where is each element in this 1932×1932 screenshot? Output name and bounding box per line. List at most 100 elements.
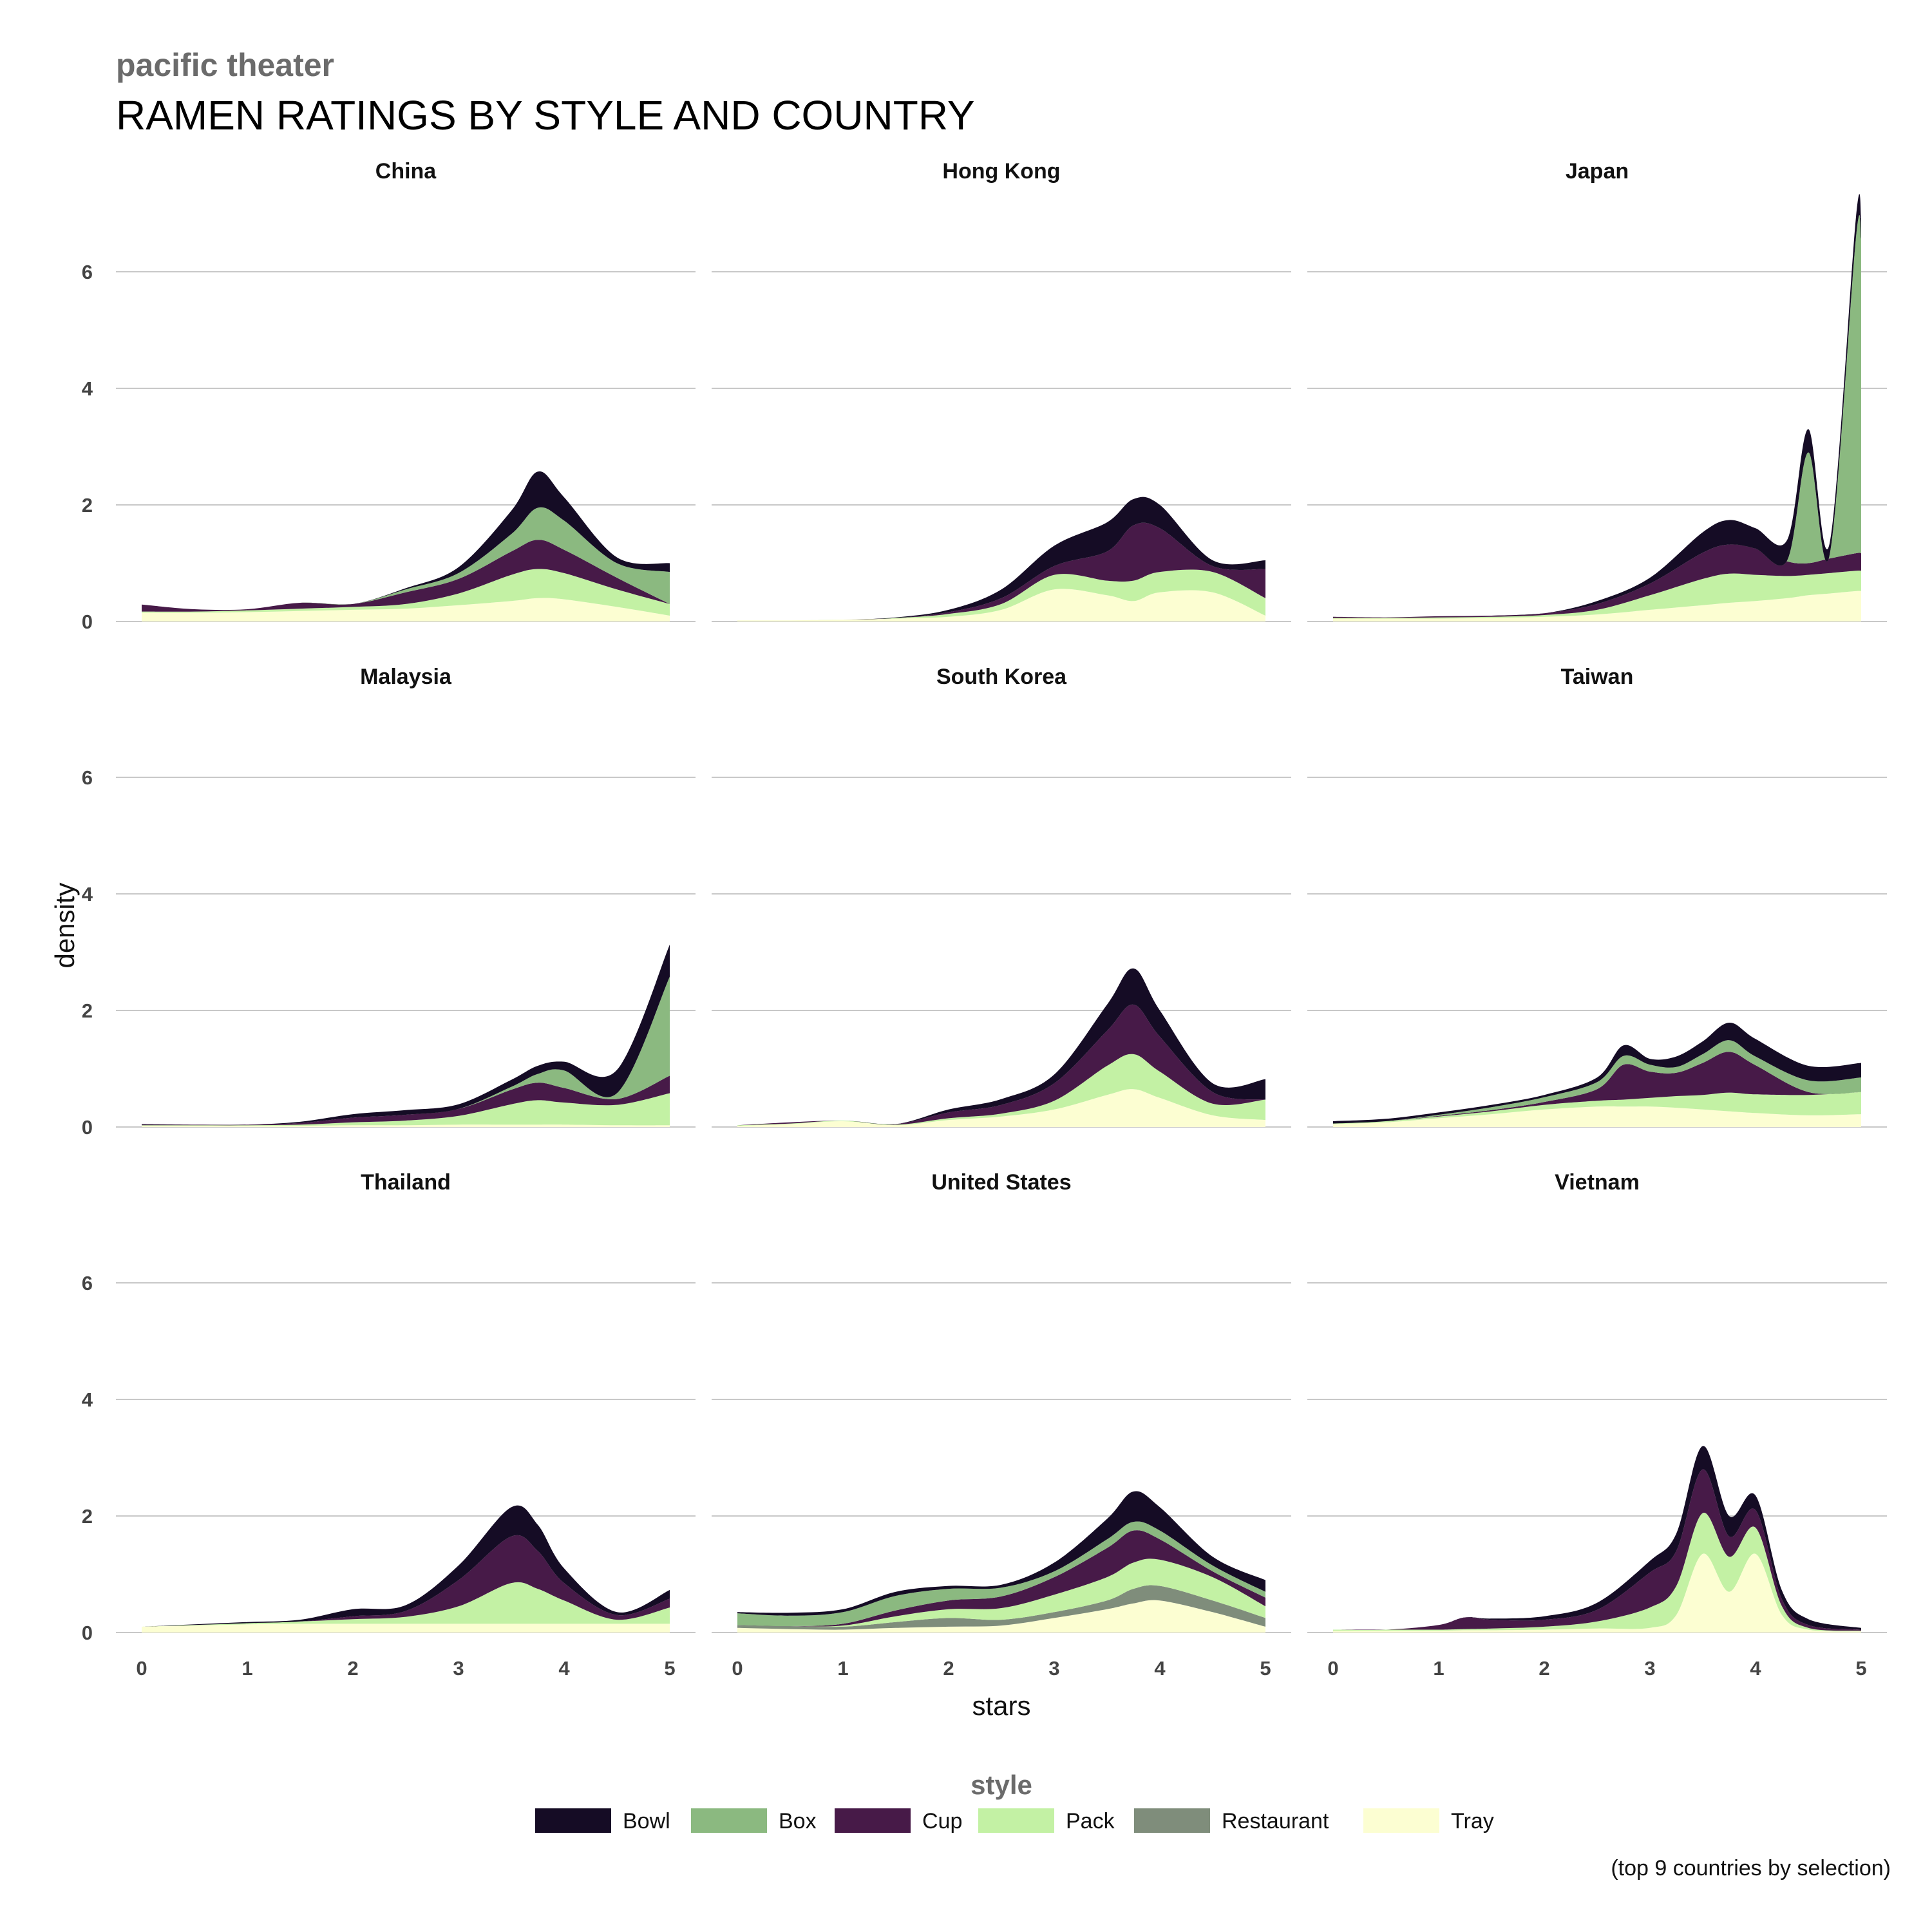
legend: Bowl Box Cup Pack Restaurant Tray bbox=[535, 1808, 1494, 1833]
chart-caption: (top 9 countries by selection) bbox=[1611, 1856, 1891, 1880]
area-pack bbox=[142, 1582, 670, 1627]
area-bowl bbox=[142, 471, 670, 611]
x-tick-label: 5 bbox=[1260, 1657, 1271, 1680]
y-tick-label: 6 bbox=[82, 1272, 93, 1294]
x-axis-title: stars bbox=[972, 1690, 1030, 1721]
area-cup bbox=[142, 540, 670, 612]
area-tray bbox=[1333, 591, 1861, 621]
y-tick-label: 2 bbox=[82, 1505, 93, 1528]
panel-title: Vietnam bbox=[1555, 1170, 1640, 1195]
legend-key-box bbox=[691, 1808, 767, 1833]
y-tick-label: 4 bbox=[82, 377, 93, 400]
x-tick-label: 3 bbox=[453, 1657, 464, 1680]
x-tick-label: 3 bbox=[1048, 1657, 1059, 1680]
area-box bbox=[142, 507, 670, 611]
panel-hong-kong: Hong Kong bbox=[712, 159, 1291, 622]
area-pack bbox=[142, 1093, 670, 1126]
x-tick-label: 2 bbox=[347, 1657, 358, 1680]
area-pack bbox=[142, 569, 670, 616]
y-tick-label: 4 bbox=[82, 883, 93, 905]
panel-title: Taiwan bbox=[1561, 665, 1634, 689]
legend-label-pack: Pack bbox=[1066, 1809, 1115, 1833]
x-tick-label: 2 bbox=[1539, 1657, 1549, 1680]
area-cup bbox=[1333, 544, 1861, 618]
y-tick-label: 6 bbox=[82, 261, 93, 283]
area-cup bbox=[142, 1535, 670, 1627]
x-tick-label: 1 bbox=[837, 1657, 848, 1680]
area-cup bbox=[142, 1075, 670, 1126]
area-tray bbox=[737, 1600, 1265, 1633]
x-tick-label: 5 bbox=[664, 1657, 675, 1680]
area-tray bbox=[737, 589, 1265, 621]
legend-item-tray: Tray bbox=[1363, 1808, 1494, 1833]
legend-key-bowl bbox=[535, 1808, 611, 1833]
area-pack bbox=[737, 569, 1265, 621]
area-tray bbox=[1333, 1553, 1861, 1633]
y-axis-title: density bbox=[50, 882, 80, 968]
panel-title: Japan bbox=[1566, 159, 1629, 184]
panel-china: China 0 2 4 6 bbox=[82, 159, 696, 633]
legend-key-tray bbox=[1363, 1808, 1439, 1833]
legend-label-box: Box bbox=[779, 1809, 817, 1833]
y-tick-label: 0 bbox=[82, 1622, 93, 1644]
area-cup bbox=[737, 1004, 1265, 1126]
chart-title: RAMEN RATINGS BY STYLE AND COUNTRY bbox=[116, 92, 975, 138]
x-tick-label: 2 bbox=[943, 1657, 954, 1680]
x-tick-label: 4 bbox=[1154, 1657, 1166, 1680]
x-tick-label: 4 bbox=[1750, 1657, 1761, 1680]
legend-item-box: Box bbox=[691, 1808, 817, 1833]
panel-title: South Korea bbox=[936, 665, 1067, 689]
x-tick-label: 1 bbox=[1433, 1657, 1444, 1680]
legend-item-cup: Cup bbox=[835, 1808, 962, 1833]
panel-taiwan: Taiwan bbox=[1307, 665, 1887, 1128]
legend-label-bowl: Bowl bbox=[623, 1809, 670, 1833]
area-cup bbox=[737, 522, 1265, 621]
area-bowl bbox=[737, 497, 1265, 621]
legend-label-tray: Tray bbox=[1451, 1809, 1494, 1833]
panel-title: Hong Kong bbox=[942, 159, 1060, 184]
panel-title: Thailand bbox=[361, 1170, 451, 1195]
area-pack bbox=[737, 1054, 1265, 1126]
panel-malaysia: Malaysia 0 2 4 6 bbox=[82, 665, 696, 1139]
x-tick-label: 3 bbox=[1644, 1657, 1655, 1680]
legend-item-bowl: Bowl bbox=[535, 1808, 670, 1833]
panel-title: China bbox=[375, 159, 437, 184]
y-tick-label: 4 bbox=[82, 1388, 93, 1411]
panel-title: United States bbox=[931, 1170, 1071, 1195]
y-tick-label: 0 bbox=[82, 611, 93, 633]
legend-item-pack: Pack bbox=[978, 1808, 1115, 1833]
legend-key-restaurant bbox=[1134, 1808, 1210, 1833]
area-tray bbox=[142, 598, 670, 621]
legend-key-cup bbox=[835, 1808, 911, 1833]
area-tray bbox=[737, 1089, 1265, 1127]
panel-south-korea: South Korea bbox=[712, 665, 1291, 1128]
panel-thailand: Thailand 0 2 4 6 0 1 2 3 4 5 bbox=[82, 1170, 696, 1680]
panel-vietnam: Vietnam 0 1 2 3 4 5 bbox=[1307, 1170, 1887, 1680]
x-tick-label: 0 bbox=[732, 1657, 743, 1680]
panel-united-states: United States 0 1 2 3 4 5 bbox=[712, 1170, 1291, 1680]
area-pack bbox=[737, 1558, 1265, 1627]
x-tick-label: 1 bbox=[242, 1657, 252, 1680]
panel-japan: Japan bbox=[1307, 159, 1887, 622]
area-cup bbox=[737, 1530, 1265, 1627]
legend-item-restaurant: Restaurant bbox=[1134, 1808, 1329, 1833]
x-tick-label: 0 bbox=[136, 1657, 147, 1680]
panel-title: Malaysia bbox=[360, 665, 452, 689]
chart-kicker: pacific theater bbox=[116, 47, 335, 83]
area-tray bbox=[1333, 1106, 1861, 1127]
legend-label-restaurant: Restaurant bbox=[1222, 1809, 1329, 1833]
panels-layer: China 0 2 4 6 Hong Kong Japan Malaysia 0 2 4 6 South… bbox=[82, 159, 1887, 1680]
area-bowl bbox=[1333, 194, 1861, 618]
legend-title: style bbox=[971, 1770, 1032, 1800]
x-tick-label: 5 bbox=[1855, 1657, 1866, 1680]
area-pack bbox=[1333, 571, 1861, 619]
y-tick-label: 0 bbox=[82, 1116, 93, 1139]
area-pack bbox=[1333, 1092, 1861, 1124]
area-bowl bbox=[142, 1505, 670, 1627]
x-tick-label: 0 bbox=[1327, 1657, 1338, 1680]
area-cup bbox=[1333, 1052, 1861, 1124]
y-tick-label: 2 bbox=[82, 999, 93, 1022]
x-tick-label: 4 bbox=[558, 1657, 570, 1680]
area-restaurant bbox=[737, 1585, 1265, 1630]
